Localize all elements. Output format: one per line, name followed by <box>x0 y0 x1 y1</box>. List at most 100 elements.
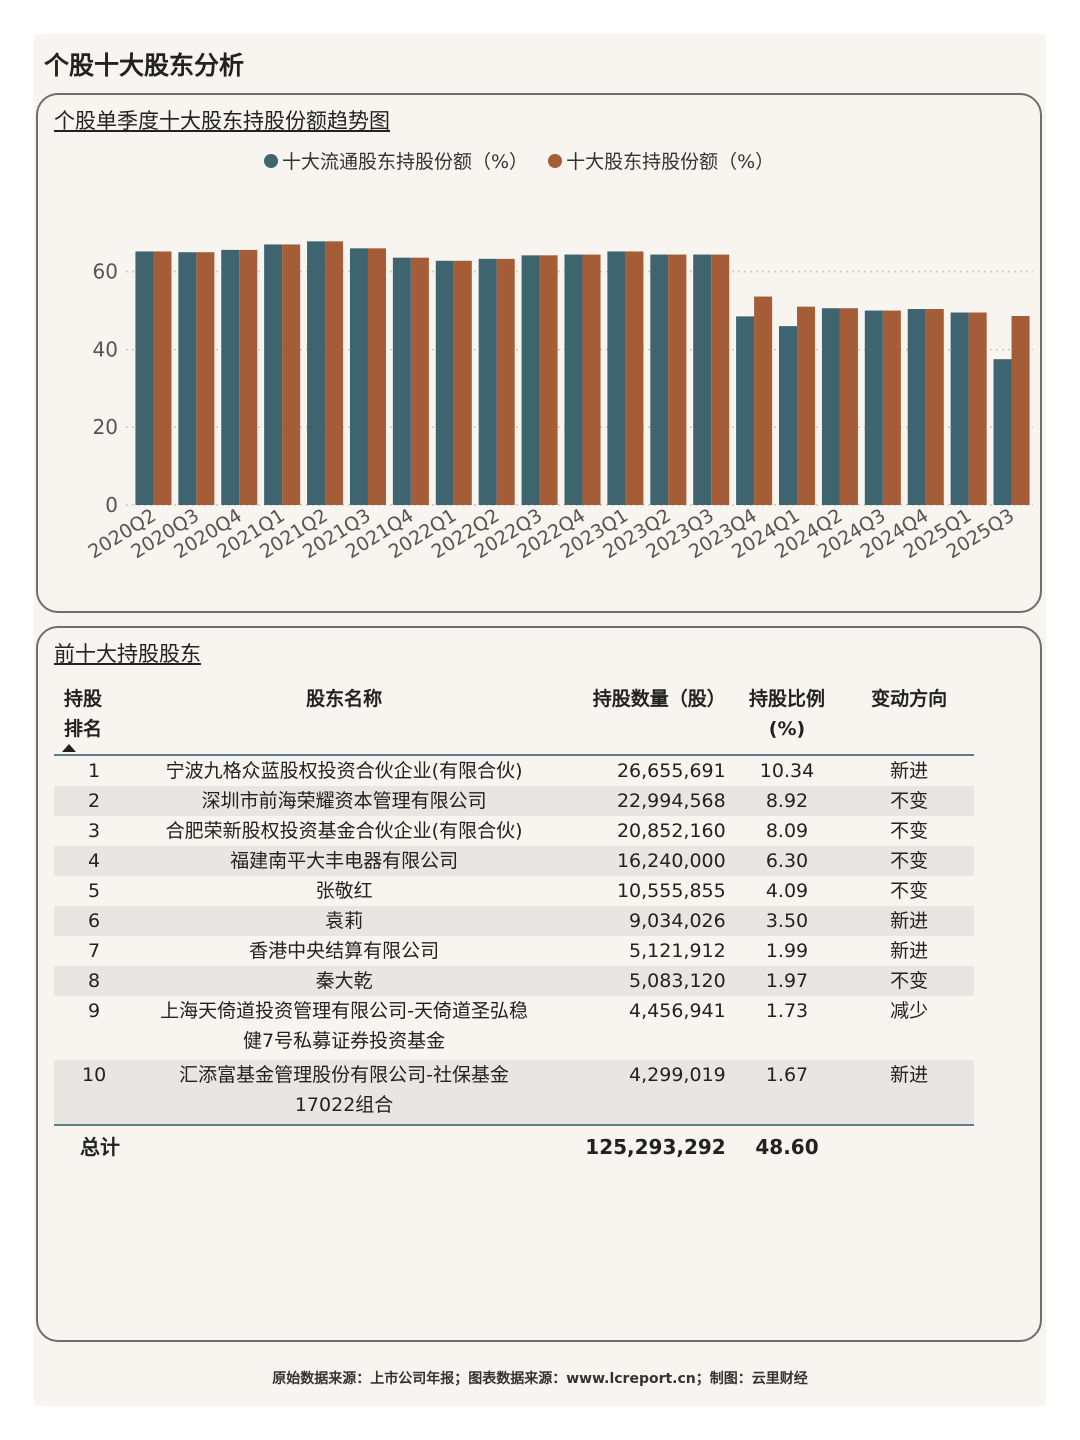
bar-total-share <box>153 251 172 505</box>
cell-rank: 6 <box>54 906 135 936</box>
bar-float-share <box>821 308 840 505</box>
cell-ratio: 1.73 <box>765 1000 809 1022</box>
bar-total-share <box>496 258 515 505</box>
bar-float-share <box>564 254 583 505</box>
cell-ratio: 1.67 <box>729 1060 845 1125</box>
cell-direction: 不变 <box>844 846 974 876</box>
total-ratio: 48.60 <box>729 1124 845 1162</box>
bar-total-share <box>968 312 987 505</box>
cell-rank: 10 <box>54 1060 135 1125</box>
sort-ascending-icon[interactable] <box>62 744 76 752</box>
header-ratio[interactable]: 持股比例 (%) <box>729 682 845 756</box>
cell-name: 福建南平大丰电器有限公司 <box>134 846 554 876</box>
bar-float-share <box>907 309 926 505</box>
bar-float-share <box>693 254 712 505</box>
legend-item-float: 十大流通股东持股份额（%） <box>264 147 528 174</box>
cell-ratio: 6.30 <box>729 846 845 876</box>
bar-total-share <box>367 248 386 506</box>
bar-float-share <box>864 310 883 505</box>
bar-float-share <box>993 359 1012 505</box>
bar-float-share <box>607 251 626 505</box>
bar-total-share <box>711 254 730 505</box>
holders-table: 持股 排名 股东名称 持股数量（股） 持股比例 (%) 变动方向 1 宁 <box>54 682 974 1162</box>
cell-name: 袁莉 <box>134 906 554 936</box>
cell-name: 深圳市前海荣耀资本管理有限公司 <box>134 786 554 816</box>
cell-rank: 5 <box>88 880 101 902</box>
cell-name-line1: 上海天倚道投资管理有限公司-天倚道圣弘稳 <box>160 1000 528 1022</box>
table-row: 7 香港中央结算有限公司 5,121,912 1.99 新进 <box>54 936 974 966</box>
legend-item-total: 十大股东持股份额（%） <box>548 147 774 174</box>
bar-float-share <box>349 248 368 506</box>
table-row: 5 张敬红 10,555,855 4.09 不变 <box>54 876 974 906</box>
cell-shares: 20,852,160 <box>616 820 726 842</box>
cell-direction: 新进 <box>890 940 929 962</box>
cell-name: 宁波九格众蓝股权投资合伙企业(有限合伙) <box>165 760 523 782</box>
cell-shares: 4,456,941 <box>629 1000 726 1022</box>
y-tick-label: 0 <box>105 493 118 517</box>
cell-name-line2: 健7号私募证券投资基金 <box>243 1030 446 1052</box>
bar-float-share <box>435 260 454 505</box>
cell-direction: 新进 <box>844 906 974 936</box>
cell-rank: 8 <box>54 966 135 996</box>
bar-total-share <box>582 254 601 505</box>
bar-float-share <box>221 249 240 505</box>
cell-name: 上海天倚道投资管理有限公司-天倚道圣弘稳 健7号私募证券投资基金 <box>134 996 554 1060</box>
cell-rank: 2 <box>54 786 135 816</box>
bar-total-share <box>754 296 773 505</box>
cell-shares: 5,121,912 <box>629 940 726 962</box>
bar-total-share <box>1011 316 1030 505</box>
cell-shares: 16,240,000 <box>553 846 730 876</box>
header-rank-line1: 持股 <box>64 688 103 710</box>
bar-float-share <box>650 254 669 505</box>
bar-float-share <box>178 252 197 505</box>
bar-total-share <box>410 257 429 505</box>
bar-total-share <box>625 251 644 505</box>
header-direction[interactable]: 变动方向 <box>844 682 974 756</box>
legend-label-total: 十大股东持股份额（%） <box>566 151 775 173</box>
chart-legend: 十大流通股东持股份额（%） 十大股东持股份额（%） <box>264 147 774 174</box>
cell-name: 秦大乾 <box>134 966 554 996</box>
bar-total-share <box>539 255 558 505</box>
bar-float-share <box>478 258 497 505</box>
holders-panel: 前十大持股股东 持股 排名 股东名称 持股数量（股） 持股比例 (%) 变动方向 <box>36 626 1042 1342</box>
cell-rank: 3 <box>88 820 101 842</box>
cell-rank: 4 <box>54 846 135 876</box>
header-shares[interactable]: 持股数量（股） <box>553 682 730 756</box>
cell-shares: 4,299,019 <box>553 1060 730 1125</box>
cell-shares: 26,655,691 <box>616 760 726 782</box>
table-row: 4 福建南平大丰电器有限公司 16,240,000 6.30 不变 <box>54 846 974 876</box>
cell-shares: 22,994,568 <box>553 786 730 816</box>
legend-dot-total <box>548 153 563 168</box>
header-ratio-line1: 持股比例 <box>748 688 825 710</box>
table-row: 8 秦大乾 5,083,120 1.97 不变 <box>54 966 974 996</box>
header-rank-line2: 排名 <box>64 718 103 740</box>
cell-ratio: 1.99 <box>765 940 809 962</box>
cell-direction: 不变 <box>890 820 929 842</box>
total-row: 总计 125,293,292 48.60 <box>54 1124 974 1162</box>
cell-name-line1: 汇添富基金管理股份有限公司-社保基金 <box>179 1064 509 1086</box>
cell-shares: 10,555,855 <box>616 880 726 902</box>
table-row: 10 汇添富基金管理股份有限公司-社保基金 17022组合 4,299,019 … <box>54 1060 974 1125</box>
cell-rank: 1 <box>88 760 101 782</box>
cell-rank: 7 <box>88 940 101 962</box>
bar-total-share <box>797 306 816 505</box>
table-row: 2 深圳市前海荣耀资本管理有限公司 22,994,568 8.92 不变 <box>54 786 974 816</box>
y-tick-label: 60 <box>93 260 118 284</box>
header-name[interactable]: 股东名称 <box>134 682 554 756</box>
header-ratio-line2: (%) <box>768 718 806 740</box>
cell-ratio: 1.97 <box>729 966 845 996</box>
cell-direction: 新进 <box>844 1060 974 1125</box>
cell-ratio: 8.92 <box>729 786 845 816</box>
cell-shares: 9,034,026 <box>553 906 730 936</box>
cell-ratio: 3.50 <box>729 906 845 936</box>
legend-dot-float <box>264 153 278 168</box>
header-rank[interactable]: 持股 排名 <box>54 682 135 756</box>
table-row: 3 合肥荣新股权投资基金合伙企业(有限合伙) 20,852,160 8.09 不… <box>54 816 974 846</box>
table-row: 1 宁波九格众蓝股权投资合伙企业(有限合伙) 26,655,691 10.34 … <box>54 755 974 786</box>
page: 个股十大股东分析 个股单季度十大股东持股份额趋势图 十大流通股东持股份额（%） … <box>34 34 1046 1406</box>
bar-float-share <box>779 326 798 505</box>
cell-ratio: 4.09 <box>765 880 809 902</box>
bar-total-share <box>839 308 858 505</box>
page-title: 个股十大股东分析 <box>44 51 245 80</box>
total-label: 总计 <box>54 1124 554 1162</box>
